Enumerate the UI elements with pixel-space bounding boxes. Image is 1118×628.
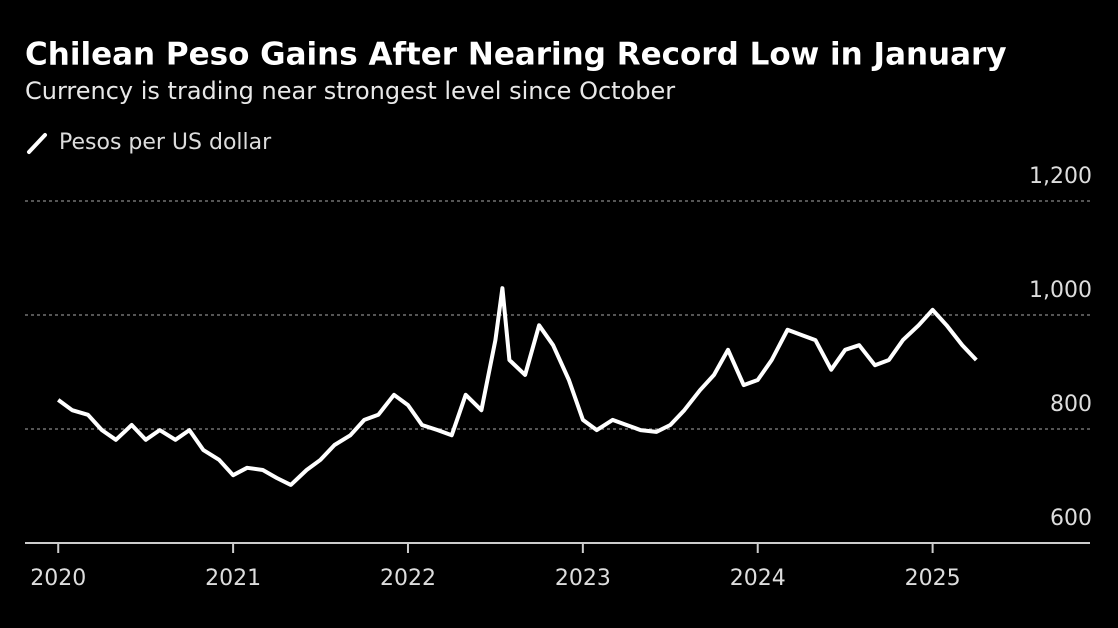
- legend-icon: [27, 133, 47, 154]
- y-tick-label: 1,200: [1029, 164, 1092, 189]
- y-tick-label: 600: [1050, 506, 1092, 531]
- y-tick-label: 800: [1050, 392, 1092, 417]
- x-tick-label: 2023: [555, 566, 611, 591]
- legend-label: Pesos per US dollar: [59, 130, 272, 155]
- x-tick-label: 2025: [905, 566, 961, 591]
- price-line: [57, 286, 978, 487]
- x-tick-label: 2022: [380, 566, 436, 591]
- x-tick-label: 2020: [30, 566, 86, 591]
- chart-title: Chilean Peso Gains After Nearing Record …: [25, 37, 1007, 73]
- chart-subtitle: Currency is trading near strongest level…: [25, 77, 675, 105]
- x-tick-label: 2021: [205, 566, 261, 591]
- x-tick-label: 2024: [730, 566, 786, 591]
- y-tick-label: 1,000: [1029, 278, 1092, 303]
